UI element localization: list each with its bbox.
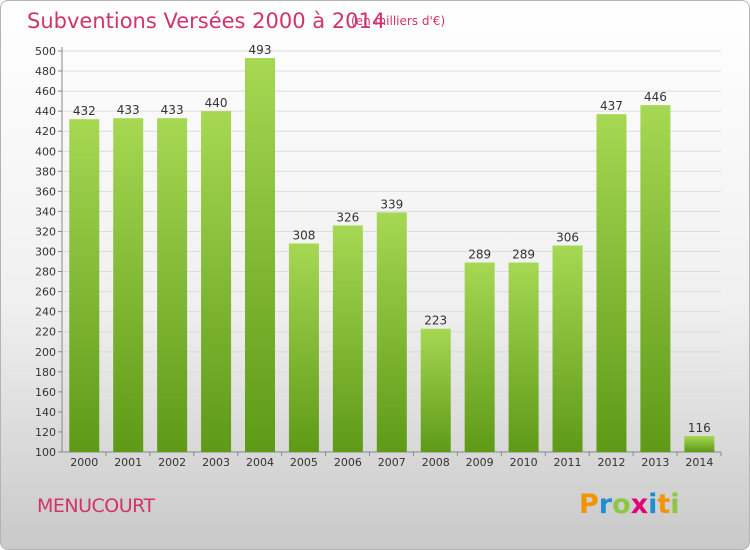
bar: [376, 212, 407, 452]
y-tick-label: 480: [35, 65, 56, 78]
x-tick-label: 2005: [290, 456, 318, 469]
bar: [245, 58, 275, 453]
data-label: 433: [117, 103, 140, 117]
bar: [288, 243, 319, 452]
x-tick-label: 2003: [202, 456, 230, 469]
y-tick-label: 260: [35, 286, 56, 299]
data-label: 446: [644, 90, 667, 104]
y-tick-label: 280: [35, 266, 56, 279]
bar: [332, 225, 363, 452]
chart-subtitle: (en milliers d'€): [351, 14, 446, 28]
y-tick-label: 160: [35, 386, 56, 399]
data-label: 339: [380, 197, 403, 211]
data-label: 223: [424, 314, 447, 328]
bar: [201, 111, 232, 453]
x-tick-label: 2002: [158, 456, 186, 469]
x-tick-label: 2007: [378, 456, 406, 469]
x-tick-label: 2010: [510, 456, 538, 469]
chart-title: Subventions Versées 2000 à 2014: [27, 9, 386, 33]
bar: [640, 105, 671, 452]
y-tick-label: 380: [35, 165, 56, 178]
y-tick-label: 140: [35, 406, 56, 419]
y-tick-label: 100: [35, 446, 56, 459]
y-tick-label: 360: [35, 185, 56, 198]
bar: [113, 118, 144, 452]
x-tick-label: 2014: [685, 456, 713, 469]
brand-letter: x: [630, 489, 649, 520]
bar: [464, 262, 495, 452]
x-tick-label: 2006: [334, 456, 362, 469]
x-tick-label: 2009: [466, 456, 494, 469]
data-label: 432: [73, 104, 96, 118]
city-name: MENUCOURT: [37, 495, 155, 517]
data-label: 437: [600, 99, 623, 113]
x-tick-label: 2013: [641, 456, 669, 469]
y-tick-label: 420: [35, 125, 56, 138]
data-label: 493: [249, 43, 272, 57]
brand-logo: Proxiti: [579, 489, 680, 520]
brand-letter: t: [657, 489, 671, 520]
brand-letter: P: [579, 489, 599, 520]
brand-letter: i: [670, 489, 680, 520]
bar: [684, 435, 715, 452]
x-tick-label: 2000: [70, 456, 98, 469]
data-labels: 432 433 433 440 493 308 326 339 223 289 289 306 437 4…: [73, 43, 711, 435]
x-tick-label: 2004: [246, 456, 274, 469]
x-tick-label: 2001: [114, 456, 142, 469]
bar: [596, 114, 627, 452]
y-tick-label: 340: [35, 205, 56, 218]
data-label: 306: [556, 230, 579, 244]
brand-letter: r: [598, 489, 613, 520]
x-tick-label: 2012: [597, 456, 625, 469]
y-tick-label: 240: [35, 306, 56, 319]
data-label: 326: [336, 210, 359, 224]
data-label: 440: [205, 96, 228, 110]
bar: [508, 262, 539, 452]
y-tick-label: 180: [35, 366, 56, 379]
brand-letter: i: [648, 489, 658, 520]
y-tick-label: 460: [35, 85, 56, 98]
y-tick-label: 120: [35, 426, 56, 439]
data-label: 289: [512, 248, 535, 262]
bar: [157, 118, 188, 452]
brand-letter: o: [612, 489, 631, 520]
y-tick-label: 500: [35, 45, 56, 58]
y-tick-label: 320: [35, 225, 56, 238]
y-tick-label: 300: [35, 246, 56, 259]
data-label: 433: [161, 103, 184, 117]
x-tick-label: 2008: [422, 456, 450, 469]
bar: [420, 328, 451, 452]
data-label: 289: [468, 248, 491, 262]
data-label: 308: [292, 228, 315, 242]
y-tick-label: 440: [35, 105, 56, 118]
bar: [552, 245, 583, 452]
y-tick-label: 220: [35, 326, 56, 339]
y-tick-label: 400: [35, 145, 56, 158]
data-label: 116: [688, 421, 711, 435]
y-tick-label: 200: [35, 346, 56, 359]
x-tick-label: 2011: [554, 456, 582, 469]
bars: [69, 58, 715, 453]
bar: [69, 119, 100, 453]
